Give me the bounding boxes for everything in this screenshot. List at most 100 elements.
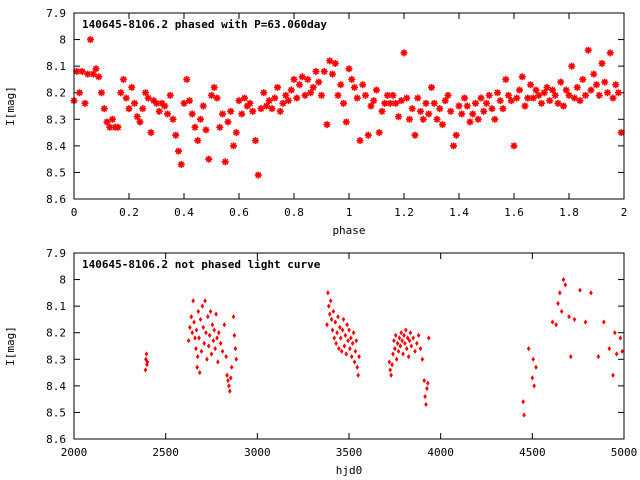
phased-data-point (201, 125, 211, 135)
unphased-data-point (618, 335, 623, 341)
phased-data-point (468, 109, 478, 119)
unphased-data-point (426, 335, 431, 341)
unphased-data-point (197, 335, 201, 341)
unphased-data-point (534, 364, 538, 370)
phased-data-point (229, 141, 238, 151)
phased-x-tick-label: 1 (346, 206, 353, 219)
phased-data-point (116, 88, 126, 98)
unphased-data-point (348, 346, 352, 352)
unphased-plot-frame (73, 252, 625, 440)
phased-data-point (394, 112, 403, 121)
unphased-data-point (389, 372, 393, 378)
phased-data-point (424, 109, 434, 119)
phased-x-tick-label: 0.8 (284, 206, 304, 219)
unphased-data-point (344, 351, 349, 357)
unphased-data-point (393, 332, 398, 338)
unphased-x-tick-label: 3500 (336, 446, 363, 459)
unphased-data-point (220, 348, 225, 354)
phased-data-point (75, 88, 84, 98)
phased-data-point (479, 107, 489, 116)
unphased-data-point (558, 290, 562, 296)
unphased-data-point (186, 338, 191, 344)
phased-data-point (355, 136, 365, 145)
phased-data-point (185, 96, 194, 105)
unphased-data-point (199, 348, 204, 354)
unphased-data-point (589, 290, 593, 296)
unphased-data-point (338, 324, 342, 330)
unphased-data-point (339, 348, 344, 354)
phased-y-tick-label: 8.6 (46, 193, 66, 206)
unphased-data-point (413, 348, 417, 354)
phased-data-point (432, 114, 442, 124)
unphased-data-point (521, 399, 525, 405)
phased-data-point (501, 75, 511, 84)
phased-data-point (600, 77, 610, 87)
unphased-x-ticks: 2000 2500 3000 3500 4000 4500 5000 (61, 253, 637, 459)
phased-x-tick-label: 0.4 (174, 206, 194, 219)
phased-data-point (520, 101, 530, 111)
phased-data-point (284, 96, 293, 105)
phased-data-point (377, 107, 387, 116)
phased-data-point (303, 75, 313, 84)
unphased-data-point (200, 303, 205, 309)
phased-data-point (372, 85, 381, 95)
phased-data-point (449, 141, 458, 151)
phased-data-point (361, 91, 370, 100)
phased-data-point (581, 91, 590, 100)
phased-data-point (289, 75, 299, 84)
phased-data-point (572, 83, 582, 92)
phased-data-point (275, 107, 285, 116)
phased-data-point (193, 136, 203, 145)
phased-data-point (443, 91, 453, 100)
unphased-data-point (196, 308, 201, 315)
phased-data-point (482, 99, 491, 108)
phased-data-point (124, 104, 134, 113)
unphased-data-point (403, 340, 407, 346)
unphased-data-point (397, 335, 402, 341)
phased-data-point (220, 157, 230, 167)
phased-data-point (460, 93, 469, 103)
unphased-data-point (233, 346, 238, 352)
phased-data-point (245, 99, 255, 108)
phased-y-tick-label: 8.3 (46, 113, 66, 126)
phased-data-point (286, 85, 296, 95)
unphased-data-point (349, 354, 354, 360)
phased-data-point (487, 104, 497, 113)
phased-data-point (259, 88, 269, 98)
unphased-data-point (531, 356, 536, 362)
phased-data-point (465, 117, 475, 127)
unphased-data-point (418, 346, 423, 352)
phased-data-point (160, 101, 170, 111)
phased-data-point (438, 120, 447, 129)
unphased-data-point (614, 351, 619, 357)
phased-data-point (454, 101, 464, 111)
unphased-points (143, 276, 624, 418)
unphased-data-point (328, 298, 333, 304)
phased-data-point (413, 93, 423, 103)
phased-data-point (314, 77, 324, 87)
phased-data-point (333, 91, 343, 100)
phased-data-point (410, 130, 420, 140)
unphased-x-axis-label: hjd0 (336, 464, 363, 477)
unphased-data-point (215, 335, 219, 341)
phased-data-point (556, 77, 566, 87)
phased-data-point (350, 83, 359, 92)
phased-data-point (374, 128, 384, 137)
phased-data-point (457, 109, 467, 119)
unphased-data-point (399, 330, 404, 336)
phased-data-point (163, 109, 172, 119)
unphased-data-point (143, 367, 148, 373)
phased-x-tick-label: 0.6 (229, 206, 249, 219)
phased-data-point (407, 104, 417, 113)
unphased-y-ticks: 7.9 8 8.1 8.2 8.3 8.4 8.5 8.6 (46, 247, 624, 446)
unphased-data-point (561, 276, 566, 283)
unphased-data-point (425, 385, 429, 392)
unphased-data-point (234, 356, 239, 362)
unphased-data-point (214, 311, 218, 317)
unphased-data-point (354, 338, 359, 344)
unphased-data-point (337, 346, 341, 352)
unphased-data-point (144, 351, 149, 357)
phased-data-point (495, 96, 505, 105)
phased-data-point (575, 96, 585, 105)
unphased-data-point (197, 369, 202, 376)
